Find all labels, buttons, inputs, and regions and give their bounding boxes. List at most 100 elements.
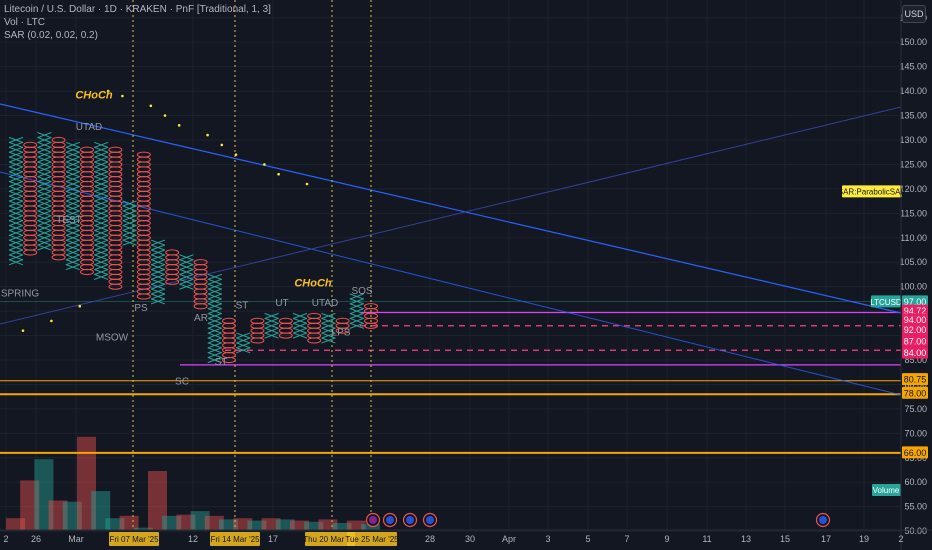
pnf-x-box xyxy=(65,234,80,241)
pnf-x-box xyxy=(37,200,52,207)
pnf-x-box xyxy=(207,298,222,305)
pnf-x-box xyxy=(8,136,24,144)
pnf-x-box xyxy=(94,264,109,271)
wyckoff-annotation: TEST xyxy=(56,215,82,226)
time-axis-label: 11 xyxy=(702,534,711,544)
pnf-x-box xyxy=(94,249,109,256)
pnf-x-box xyxy=(94,195,109,202)
pnf-x-box xyxy=(94,156,109,163)
price-axis-label: 150.00 xyxy=(899,37,927,47)
wyckoff-annotation: ST xyxy=(236,301,249,312)
symbol-title[interactable]: Litecoin / U.S. Dollar · 1D · KRAKEN · P… xyxy=(4,4,271,15)
pnf-x-box xyxy=(8,185,24,192)
sar-dot xyxy=(50,319,53,323)
pnf-x-box xyxy=(37,205,52,212)
sar-dot xyxy=(177,124,181,127)
pnf-x-column xyxy=(264,312,279,339)
wyckoff-annotation: ST xyxy=(215,357,228,368)
pnf-o-box xyxy=(51,136,66,144)
pnf-o-box xyxy=(108,146,123,153)
price-axis-label: 140.00 xyxy=(899,86,927,96)
pnf-o-box xyxy=(278,317,293,324)
pnf-x-column xyxy=(292,312,308,339)
pnf-x-box xyxy=(150,283,166,290)
price-axis-label: 105.00 xyxy=(899,257,927,267)
pnf-x-box xyxy=(94,254,109,261)
pnf-x-box xyxy=(122,224,137,232)
pnf-o-box xyxy=(335,317,350,324)
pnf-x-box xyxy=(264,322,279,329)
pnf-o-column xyxy=(23,141,38,256)
pnf-x-box xyxy=(207,273,222,280)
pnf-x-box xyxy=(94,190,109,197)
volume-bar xyxy=(290,520,309,530)
pnf-o-column xyxy=(80,146,94,276)
sar-indicator-label[interactable]: SAR (0.02, 0.02, 0.2) xyxy=(4,30,98,41)
pnf-x-box xyxy=(94,161,109,168)
volume-bar xyxy=(62,501,82,530)
pnf-x-column xyxy=(150,239,166,305)
date-marker-tag xyxy=(347,532,397,546)
price-tag-value: 94.00 xyxy=(904,315,927,325)
currency-button[interactable]: USD xyxy=(902,5,926,23)
pnf-x-box xyxy=(94,215,109,222)
pnf-x-box xyxy=(8,234,24,241)
pnf-x-box xyxy=(65,259,80,266)
pnf-x-box xyxy=(264,327,279,334)
pnf-x-box xyxy=(207,342,222,349)
pnf-x-column xyxy=(236,332,251,354)
pnf-x-box xyxy=(94,141,109,148)
sar-dot xyxy=(263,163,266,166)
pnf-x-box xyxy=(8,190,24,197)
volume-bar xyxy=(275,519,295,530)
time-axis-label: 5 xyxy=(585,534,590,544)
pnf-x-box xyxy=(8,239,24,246)
time-axis-label: 28 xyxy=(425,534,435,544)
pnf-x-box xyxy=(37,176,52,183)
event-icon xyxy=(819,516,827,524)
pnf-x-box xyxy=(8,141,24,148)
pnf-x-box xyxy=(65,229,80,236)
pnf-x-box xyxy=(122,239,137,246)
trend-line-upper xyxy=(0,103,902,314)
time-axis-label: 7 xyxy=(624,534,629,544)
pnf-x-box xyxy=(8,200,24,207)
pnf-x-box xyxy=(8,259,24,266)
pnf-x-box xyxy=(207,356,222,364)
pnf-x-box xyxy=(65,224,80,232)
volume-indicator-label[interactable]: Vol · LTC xyxy=(4,17,45,28)
pnf-x-box xyxy=(94,166,109,173)
sar-dot xyxy=(206,133,209,137)
pnf-o-box xyxy=(222,317,236,324)
pnf-x-box xyxy=(94,146,109,153)
price-tag-value: 92.00 xyxy=(904,325,927,335)
volume-bar xyxy=(204,515,224,530)
wyckoff-annotation: LPS xyxy=(332,328,351,339)
pnf-x-box xyxy=(65,166,80,173)
pnf-x-box xyxy=(94,224,109,232)
pnf-x-box xyxy=(122,229,137,236)
volume-bar xyxy=(148,471,167,530)
pnf-o-box xyxy=(193,259,208,266)
pnf-x-box xyxy=(65,171,80,178)
pnf-x-box xyxy=(37,156,52,163)
pnf-o-box xyxy=(364,303,378,310)
time-axis-label: 19 xyxy=(859,534,869,544)
volume-bar xyxy=(48,500,68,530)
symbol-tag xyxy=(871,295,901,308)
price-tag-value: 97.00 xyxy=(904,297,927,307)
pnf-x-box xyxy=(94,220,109,227)
pnf-x-box xyxy=(321,332,336,339)
pnf-x-box xyxy=(207,317,222,324)
volume-tag xyxy=(872,484,901,496)
pnf-x-box xyxy=(122,220,137,227)
pnf-x-box xyxy=(8,210,24,217)
pnf-o-column xyxy=(193,259,208,310)
pnf-x-box xyxy=(37,180,52,188)
sar-dot xyxy=(234,153,238,156)
pnf-x-box xyxy=(94,239,109,246)
pnf-x-box xyxy=(8,249,24,256)
pnf-x-column xyxy=(37,132,52,251)
pnf-x-box xyxy=(94,176,109,183)
